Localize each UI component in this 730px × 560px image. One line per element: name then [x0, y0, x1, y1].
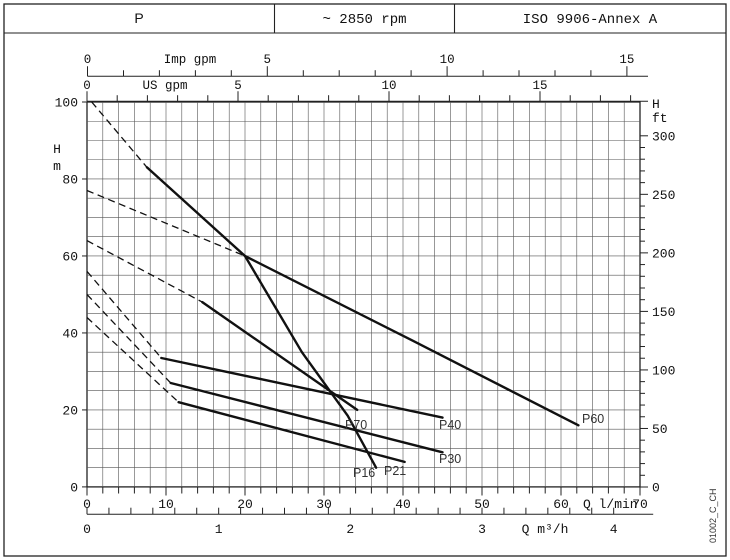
svg-text:300: 300	[652, 129, 675, 144]
svg-text:0: 0	[84, 53, 92, 67]
svg-text:0: 0	[652, 481, 660, 496]
svg-text:P70: P70	[345, 418, 367, 432]
svg-text:5: 5	[264, 53, 272, 67]
svg-text:10: 10	[381, 79, 396, 93]
svg-text:0: 0	[83, 522, 91, 537]
svg-text:1: 1	[215, 522, 223, 537]
svg-text:40: 40	[395, 497, 411, 512]
svg-text:20: 20	[62, 404, 78, 419]
svg-text:P40: P40	[439, 418, 461, 432]
svg-text:60: 60	[553, 497, 569, 512]
svg-text:H: H	[53, 142, 61, 157]
svg-text:30: 30	[316, 497, 332, 512]
svg-text:200: 200	[652, 246, 675, 261]
svg-text:3: 3	[478, 522, 486, 537]
svg-text:ft: ft	[652, 111, 668, 126]
svg-text:P60: P60	[582, 412, 604, 426]
svg-text:P30: P30	[439, 452, 461, 466]
svg-text:100: 100	[652, 363, 675, 378]
svg-text:Q l/min: Q l/min	[583, 497, 638, 512]
svg-text:m: m	[53, 159, 61, 174]
svg-text:10: 10	[158, 497, 174, 512]
svg-text:250: 250	[652, 188, 675, 203]
svg-text:2: 2	[346, 522, 354, 537]
svg-text:Imp gpm: Imp gpm	[164, 53, 217, 67]
svg-text:0: 0	[70, 481, 78, 496]
svg-text:10: 10	[440, 53, 455, 67]
svg-text:80: 80	[62, 173, 78, 188]
svg-text:0: 0	[83, 79, 91, 93]
svg-text:P21: P21	[384, 464, 406, 478]
svg-text:01002_C_CH: 01002_C_CH	[708, 488, 718, 543]
svg-text:15: 15	[619, 53, 634, 67]
svg-text:50: 50	[652, 422, 668, 437]
svg-text:20: 20	[237, 497, 253, 512]
svg-text:Q m³/h: Q m³/h	[522, 522, 569, 537]
svg-text:P16: P16	[353, 466, 375, 480]
svg-text:60: 60	[62, 250, 78, 265]
svg-text:US gpm: US gpm	[142, 79, 187, 93]
svg-text:5: 5	[234, 79, 242, 93]
svg-text:H: H	[652, 97, 660, 112]
svg-text:P: P	[134, 10, 143, 26]
svg-text:150: 150	[652, 305, 675, 320]
svg-text:ISO 9906-Annex A: ISO 9906-Annex A	[523, 12, 658, 28]
svg-text:40: 40	[62, 327, 78, 342]
svg-text:~ 2850 rpm: ~ 2850 rpm	[322, 12, 406, 28]
svg-text:100: 100	[55, 96, 78, 111]
svg-text:15: 15	[532, 79, 547, 93]
svg-text:4: 4	[610, 522, 618, 537]
